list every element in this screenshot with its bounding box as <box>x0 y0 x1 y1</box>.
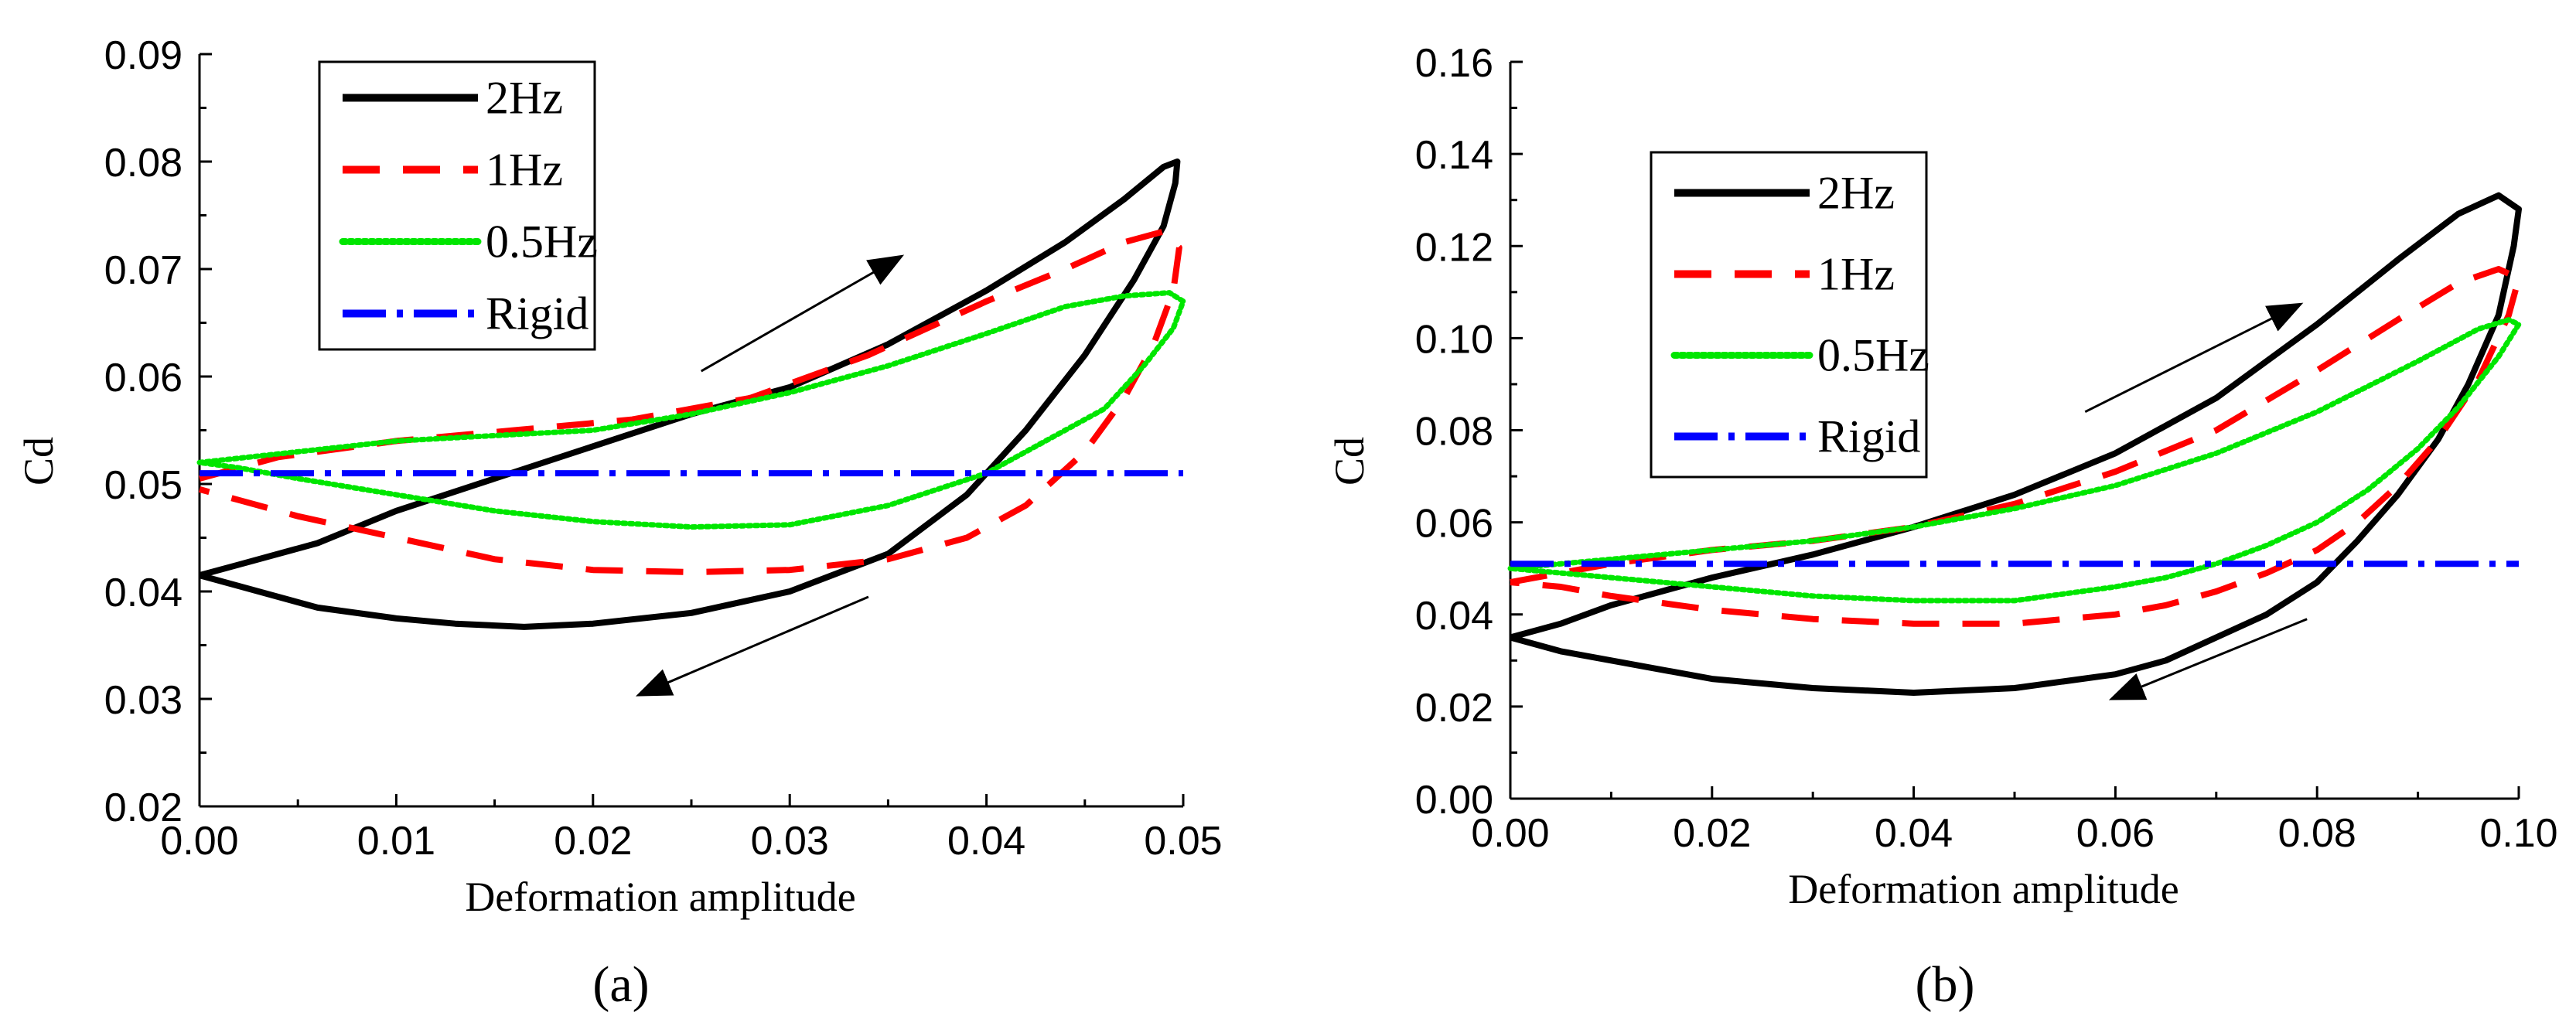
direction-arrow-up-right <box>700 254 905 373</box>
x-axis-title: Deformation amplitude <box>1788 866 2179 912</box>
y-tick-label: 0.05 <box>104 463 183 508</box>
x-tick-label: 0.00 <box>160 819 238 864</box>
y-tick-label: 0.06 <box>1415 502 1493 547</box>
x-tick-label: 0.04 <box>1875 811 1953 856</box>
x-tick-label: 0.05 <box>1144 819 1222 864</box>
y-tick-label: 0.09 <box>104 33 183 78</box>
x-tick-label: 0.02 <box>554 819 632 864</box>
x-tick-label: 0.02 <box>1673 811 1751 856</box>
y-tick-label: 0.03 <box>104 678 183 723</box>
x-tick-label: 0.06 <box>2076 811 2155 856</box>
legend-label: 2Hz <box>486 73 563 124</box>
legend-box <box>1650 151 1928 479</box>
y-tick-label: 0.00 <box>1415 778 1493 823</box>
legend: 2Hz 1Hz 0.5Hz Rigid <box>1650 151 1929 479</box>
chart-panel-b: 0.00 0.02 0.04 0.06 0.08 0.10 0.12 0.14 0.16 0.00… <box>1326 41 2558 1013</box>
x-tick-label: 0.08 <box>2278 811 2356 856</box>
legend-label: Rigid <box>1817 411 1920 462</box>
series-line-0_5hz <box>196 290 1186 530</box>
y-tick-label: 0.14 <box>1415 133 1493 178</box>
direction-arrow-down-left <box>2108 618 2308 700</box>
x-tick-label: 0.00 <box>1471 811 1549 856</box>
legend-label: 2Hz <box>1817 168 1895 219</box>
legend-box <box>318 60 596 351</box>
series-line-0_5hz <box>1507 317 2522 604</box>
direction-arrow-up-right <box>2084 302 2304 414</box>
legend-label: 0.5Hz <box>486 216 598 268</box>
panel-label: (a) <box>592 956 649 1013</box>
y-tick-label: 0.04 <box>1415 594 1493 639</box>
legend-label: Rigid <box>486 288 589 339</box>
y-tick-label: 0.12 <box>1415 225 1493 270</box>
legend-label: 0.5Hz <box>1817 330 1929 381</box>
direction-arrow-down-left <box>635 595 869 697</box>
x-tick-label: 0.03 <box>751 819 829 864</box>
y-tick-label: 0.02 <box>104 786 183 830</box>
y-tick-label: 0.07 <box>104 248 183 293</box>
y-tick-label: 0.08 <box>1415 410 1493 455</box>
y-tick-label: 0.06 <box>104 356 183 400</box>
y-tick-label: 0.02 <box>1415 686 1493 731</box>
series-line-2hz <box>198 158 1181 630</box>
legend: 2Hz 1Hz 0.5Hz Rigid <box>318 60 598 351</box>
chart-panel-a: 0.02 0.03 0.04 0.05 0.06 0.07 0.08 0.09 0.00 0.01… <box>15 33 1223 1013</box>
panel-label: (b) <box>1916 956 1975 1013</box>
y-axis-title: Cd <box>15 437 62 486</box>
x-tick-label: 0.04 <box>947 819 1025 864</box>
y-tick-label: 0.16 <box>1415 41 1493 86</box>
y-axis-title: Cd <box>1326 437 1373 486</box>
x-tick-label: 0.01 <box>357 819 435 864</box>
x-tick-label: 0.10 <box>2479 811 2557 856</box>
y-tick-label: 0.10 <box>1415 317 1493 362</box>
legend-label: 1Hz <box>486 145 563 196</box>
series-line-1hz <box>198 228 1182 575</box>
legend-label: 1Hz <box>1817 249 1895 300</box>
series-line-1hz <box>1510 266 2522 627</box>
y-tick-label: 0.04 <box>104 571 183 615</box>
y-tick-label: 0.08 <box>104 141 183 186</box>
x-axis-title: Deformation amplitude <box>465 874 855 920</box>
